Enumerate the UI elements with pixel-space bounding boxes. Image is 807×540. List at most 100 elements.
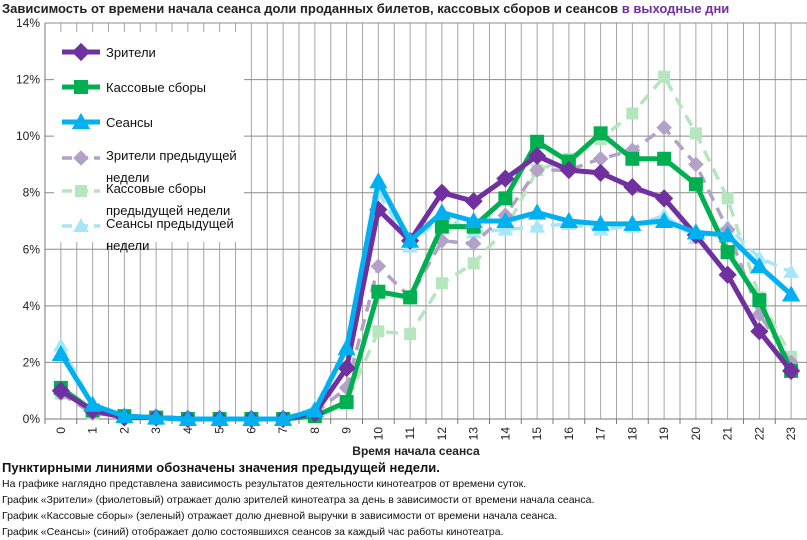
data-point [658,70,671,83]
data-point [624,142,641,159]
data-point [530,134,545,149]
x-tick-label: 18 [625,427,639,441]
legend-item: Зрители предыдущей недели [54,139,244,185]
title-main: Зависимость от времени начала сеанса дол… [2,1,619,16]
y-tick-label: 8% [23,186,41,200]
data-point [305,401,324,418]
data-point [403,290,418,305]
x-tick-label: 11 [403,427,417,440]
data-point [782,285,801,302]
data-point [497,221,514,236]
data-point [51,344,70,361]
x-tick-label: 8 [308,427,322,434]
x-tick-label: 20 [689,427,703,441]
data-point [750,322,769,341]
data-point [401,231,420,248]
data-point [432,183,451,202]
legend-item: Кассовые сборы [54,69,244,105]
legend-marker [74,80,88,94]
data-point [721,192,734,205]
x-tick-label: 22 [752,427,766,441]
x-tick-label: 23 [784,427,798,441]
data-point [529,162,545,178]
data-point [782,361,801,381]
legend-marker [71,112,91,129]
data-point [496,211,515,228]
data-point [783,264,799,278]
x-tick-label: 14 [498,427,512,441]
x-tick-label: 19 [657,427,671,441]
y-tick-label: 0% [23,412,41,426]
data-point [688,156,704,173]
x-tick-label: 17 [594,427,608,441]
x-tick-label: 6 [244,427,258,434]
data-point [528,146,547,166]
legend-swatch [62,112,100,129]
data-point [623,177,642,197]
data-point [404,328,417,341]
legend-item: Кассовые сборы предыдущей недели [54,172,244,218]
legend-label: Сеансы [106,115,153,130]
legend-item: Зрители [54,34,244,70]
x-axis-label: Время начала сеанса [352,444,480,458]
y-tick-label: 12% [16,73,40,87]
x-tick-label: 1 [86,427,100,434]
data-point [656,119,672,136]
x-tick-label: 12 [435,427,449,441]
y-tick-label: 14% [16,16,40,30]
data-point [626,107,639,120]
x-tick-label: 0 [54,427,68,434]
data-point [591,214,610,231]
x-tick-label: 15 [530,427,544,441]
legend-label: Зрители предыдущей недели [106,148,237,185]
data-point [337,339,356,356]
data-point [242,409,261,426]
x-tick-label: 9 [340,427,354,434]
legend-item: Сеансы [54,104,244,140]
data-point [559,211,578,228]
data-point [591,163,610,183]
data-point [339,395,354,410]
data-point [464,192,483,211]
data-point [496,169,515,188]
x-tick-label: 2 [117,427,131,434]
x-tick-label: 13 [467,427,481,441]
data-point [115,407,134,424]
data-point [434,233,450,249]
note-line: График «Сеансы» (синий) отображает долю … [2,526,504,538]
legend-item: Сеансы предыдущей недели [54,207,244,253]
legend-marker [73,150,89,166]
y-tick-label: 10% [16,129,40,143]
data-point [718,265,737,284]
notes: Пунктирными линиями обозначены значения … [2,460,594,540]
note-line: График «Кассовые сборы» (зеленый) отража… [2,510,558,522]
data-point [370,258,387,275]
data-point [718,226,737,243]
legend-label: Кассовые сборы предыдущей недели [106,181,231,218]
data-point [337,358,356,378]
note-line: На графике наглядно представлена зависим… [2,478,527,490]
data-point [467,257,480,270]
x-tick-label: 5 [213,427,227,434]
data-point [528,203,547,220]
data-point [623,214,642,231]
data-point [529,218,545,233]
data-point [210,409,229,426]
legend-label: Зрители [106,45,156,60]
data-point [593,126,608,141]
data-point [655,211,674,228]
legend-swatch [62,185,100,197]
x-tick-label: 7 [276,427,290,434]
data-point [498,191,513,206]
data-point [369,172,388,189]
legend-marker [71,42,91,62]
data-point [752,293,767,308]
x-tick-label: 4 [181,427,195,434]
legend-label: Сеансы предыдущей недели [106,216,234,253]
data-point [686,223,705,240]
data-point [432,203,451,220]
data-point [147,408,166,425]
data-point [372,325,385,338]
y-tick-label: 4% [23,299,41,313]
series-2 [51,172,801,426]
